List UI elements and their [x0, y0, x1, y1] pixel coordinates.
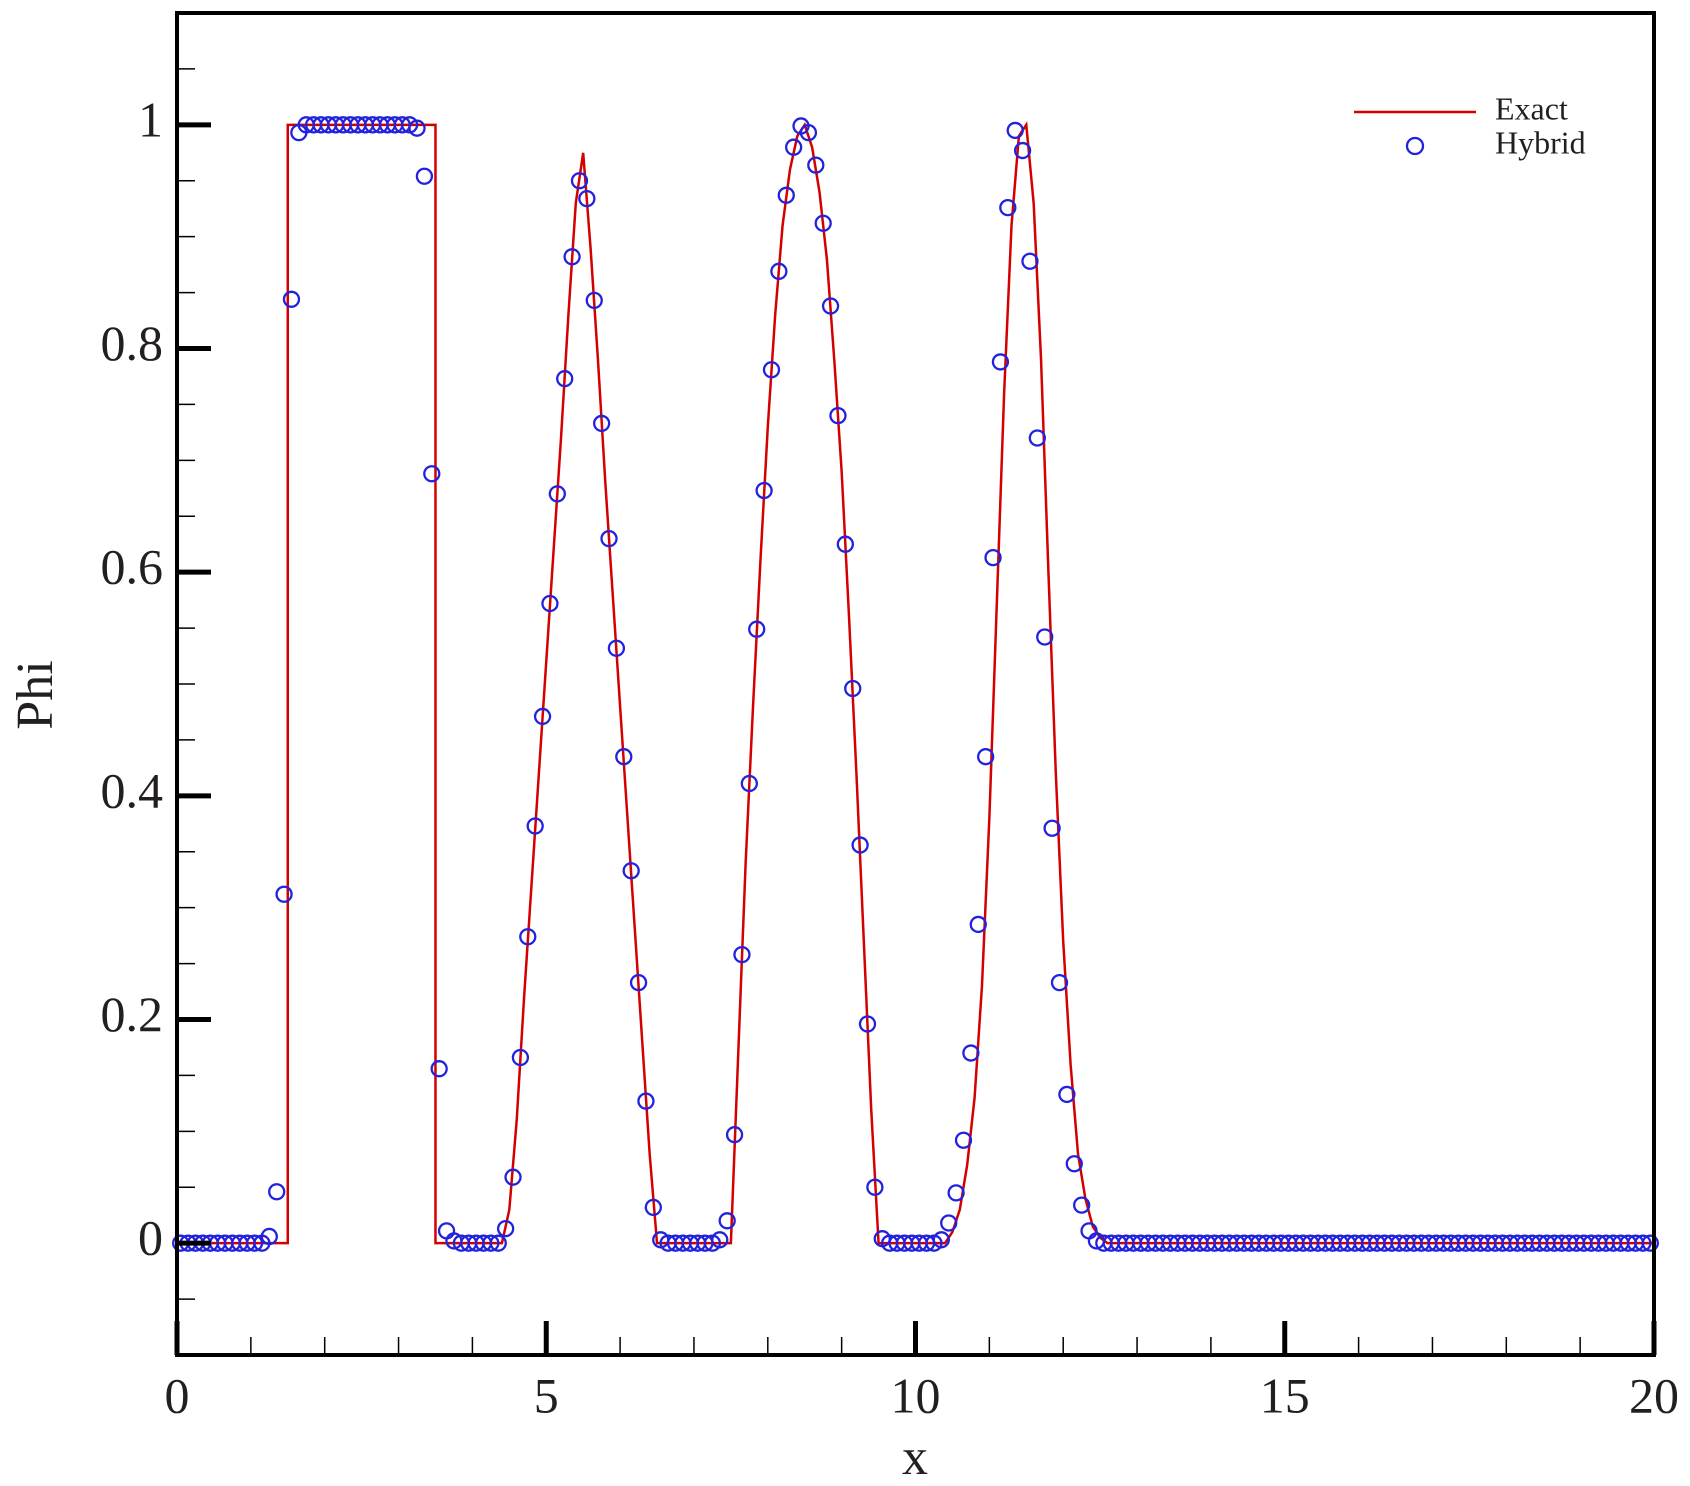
hybrid-point — [563, 248, 581, 266]
hybrid-point — [548, 485, 566, 503]
hybrid-point — [245, 1234, 264, 1252]
hybrid-point — [1006, 121, 1024, 140]
hybrid-point — [644, 1198, 662, 1217]
hybrid-point — [496, 1219, 515, 1238]
x-tick-label: 15 — [1260, 1367, 1310, 1423]
hybrid-point — [556, 370, 574, 388]
hybrid-point — [585, 291, 603, 310]
x-axis-title: x — [902, 1429, 928, 1486]
hybrid-point — [1058, 1085, 1076, 1104]
hybrid-point — [748, 620, 766, 638]
legend-label: Hybrid — [1495, 124, 1586, 160]
hybrid-point — [777, 186, 795, 204]
y-tick-label: 1 — [138, 91, 163, 147]
y-axis-title: Phi — [7, 660, 64, 729]
hybrid-point — [511, 1048, 530, 1067]
hybrid-point — [932, 1231, 950, 1249]
hybrid-point — [755, 481, 773, 500]
hybrid-point — [541, 594, 559, 613]
hybrid-point — [1043, 819, 1061, 837]
hybrid-point — [578, 189, 596, 208]
hybrid-point — [991, 353, 1010, 371]
y-tick-label: 0.4 — [101, 762, 164, 818]
y-tick-label: 0 — [138, 1210, 163, 1266]
hybrid-point — [866, 1178, 884, 1196]
hybrid-point — [519, 928, 537, 946]
hybrid-point — [622, 862, 640, 880]
x-tick-label: 10 — [891, 1367, 941, 1423]
hybrid-point — [984, 548, 1002, 567]
hybrid-point — [829, 406, 847, 425]
hybrid-point — [1013, 141, 1032, 160]
y-tick-label: 0.2 — [101, 986, 164, 1042]
exact-line — [177, 121, 1654, 1245]
hybrid-point — [962, 1044, 980, 1062]
hybrid-point — [977, 748, 995, 766]
hybrid-point — [940, 1214, 958, 1232]
hybrid-point — [1036, 628, 1054, 646]
hybrid-point — [1634, 1234, 1652, 1252]
hybrid-point — [844, 679, 862, 698]
hybrid-point — [408, 119, 426, 137]
legend-label: Exact — [1495, 90, 1568, 126]
hybrid-point — [423, 465, 441, 483]
hybrid-point — [615, 748, 633, 766]
hybrid-point — [282, 290, 301, 308]
hybrid-point — [592, 414, 611, 433]
hybrid-point — [821, 297, 840, 315]
hybrid-point — [600, 529, 618, 548]
hybrid-point — [807, 156, 825, 174]
hybrid-point — [533, 707, 552, 726]
hybrid-point — [415, 167, 434, 185]
hybrid-point — [526, 817, 544, 835]
hybrid-point — [260, 1227, 278, 1246]
hybrid-point — [954, 1131, 973, 1149]
x-tick-label: 5 — [534, 1367, 559, 1423]
hybrid-point — [858, 1015, 877, 1033]
hybrid-point — [969, 915, 987, 934]
hybrid-point — [637, 1092, 655, 1110]
hybrid-point — [430, 1060, 448, 1078]
hybrid-point — [482, 1234, 500, 1252]
hybrid-point — [629, 973, 648, 992]
hybrid-point — [947, 1184, 965, 1202]
x-tick-label: 0 — [165, 1367, 190, 1423]
hybrid-point — [711, 1231, 729, 1249]
hybrid-point — [570, 172, 589, 190]
hybrid-point — [1021, 252, 1039, 270]
hybrid-point — [437, 1222, 456, 1240]
legend-marker — [1405, 136, 1425, 156]
hybrid-point — [607, 639, 626, 657]
hybrid-point — [814, 214, 832, 232]
hybrid-point — [275, 885, 293, 903]
hybrid-point — [784, 138, 803, 156]
hybrid-point — [489, 1234, 507, 1252]
y-tick-label: 0.6 — [101, 539, 164, 595]
x-tick-label: 20 — [1629, 1367, 1679, 1423]
hybrid-point — [851, 836, 869, 854]
hybrid-point — [733, 945, 751, 964]
hybrid-point — [762, 361, 781, 379]
hybrid-point — [799, 124, 818, 142]
hybrid-point — [1065, 1155, 1083, 1173]
hybrid-point — [1641, 1234, 1659, 1252]
hybrid-point — [836, 535, 854, 553]
hybrid-point — [1050, 973, 1069, 992]
hybrid-point — [725, 1126, 744, 1144]
y-tick-label: 0.8 — [101, 315, 164, 371]
hybrid-point — [770, 262, 788, 280]
hybrid-point — [999, 198, 1017, 217]
hybrid-point — [504, 1168, 522, 1186]
hybrid-point — [740, 774, 758, 793]
hybrid-point — [1028, 429, 1047, 447]
hybrid-point — [1073, 1196, 1091, 1214]
hybrid-point — [268, 1183, 286, 1201]
hybrid-point — [718, 1212, 736, 1230]
plot-frame — [175, 11, 1656, 1357]
